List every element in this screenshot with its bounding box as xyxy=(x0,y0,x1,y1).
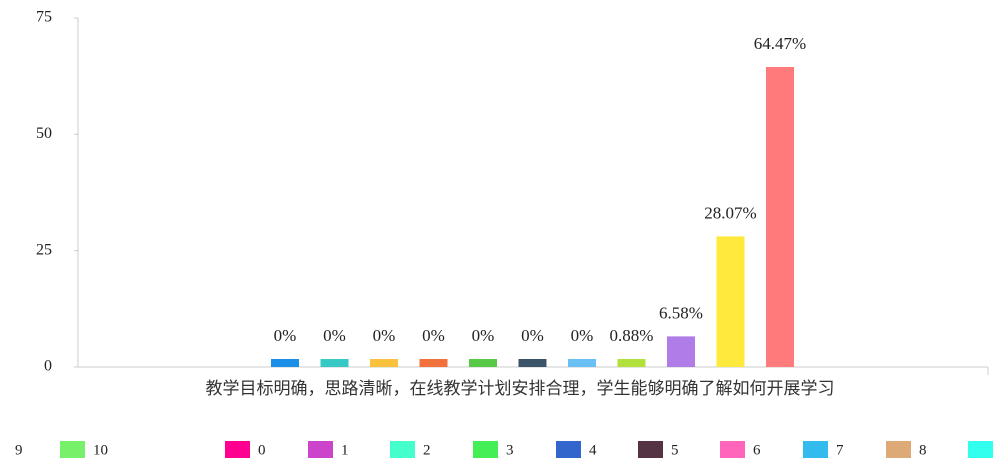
bar xyxy=(568,359,596,367)
legend-swatch xyxy=(803,441,828,458)
legend-label: 5 xyxy=(671,442,679,458)
value-label: 0% xyxy=(571,326,594,345)
bar xyxy=(518,359,547,367)
legend-label: 7 xyxy=(836,442,844,458)
y-tick-label: 0 xyxy=(44,358,52,375)
legend-label: 9 xyxy=(15,442,23,458)
legend-swatch xyxy=(720,441,745,458)
legend-label: 1 xyxy=(341,442,349,458)
legend-label: 4 xyxy=(589,442,597,458)
bar xyxy=(271,359,299,367)
legend-swatch xyxy=(473,441,498,458)
value-label: 0% xyxy=(472,326,495,345)
value-label: 64.47% xyxy=(754,34,806,53)
bar xyxy=(617,359,646,367)
legend-label: 0 xyxy=(258,442,266,458)
bar xyxy=(716,236,745,367)
value-label: 0% xyxy=(521,326,544,345)
bar xyxy=(469,359,497,367)
value-label: 0% xyxy=(422,326,445,345)
value-label: 0% xyxy=(373,326,396,345)
legend-swatch xyxy=(886,441,911,458)
bar xyxy=(320,359,349,367)
value-label: 0% xyxy=(323,326,346,345)
y-tick-label: 50 xyxy=(36,125,52,142)
legend-label: 3 xyxy=(506,442,514,458)
bar xyxy=(419,359,448,367)
x-axis-label: 教学目标明确，思路清晰，在线教学计划安排合理，学生能够明确了解如何开展学习 xyxy=(206,379,835,399)
value-label: 28.07% xyxy=(704,203,756,222)
legend-swatch xyxy=(390,441,415,458)
value-label: 0.88% xyxy=(610,326,654,345)
value-label: 6.58% xyxy=(659,303,703,322)
legend-label: 2 xyxy=(423,442,431,458)
legend-swatch xyxy=(556,441,581,458)
bar xyxy=(766,66,794,367)
legend-swatch xyxy=(968,441,993,458)
legend-label: 8 xyxy=(919,442,927,458)
legend-swatch xyxy=(225,441,250,458)
value-label: 0% xyxy=(274,326,297,345)
legend-label: 6 xyxy=(753,442,761,458)
legend-swatch xyxy=(638,441,663,458)
legend-swatch xyxy=(60,441,85,458)
bar xyxy=(667,336,695,367)
legend-label: 10 xyxy=(93,442,108,458)
legend-swatch xyxy=(308,441,333,458)
y-tick-label: 75 xyxy=(36,9,52,26)
bar xyxy=(370,359,398,367)
y-tick-label: 25 xyxy=(36,241,52,258)
